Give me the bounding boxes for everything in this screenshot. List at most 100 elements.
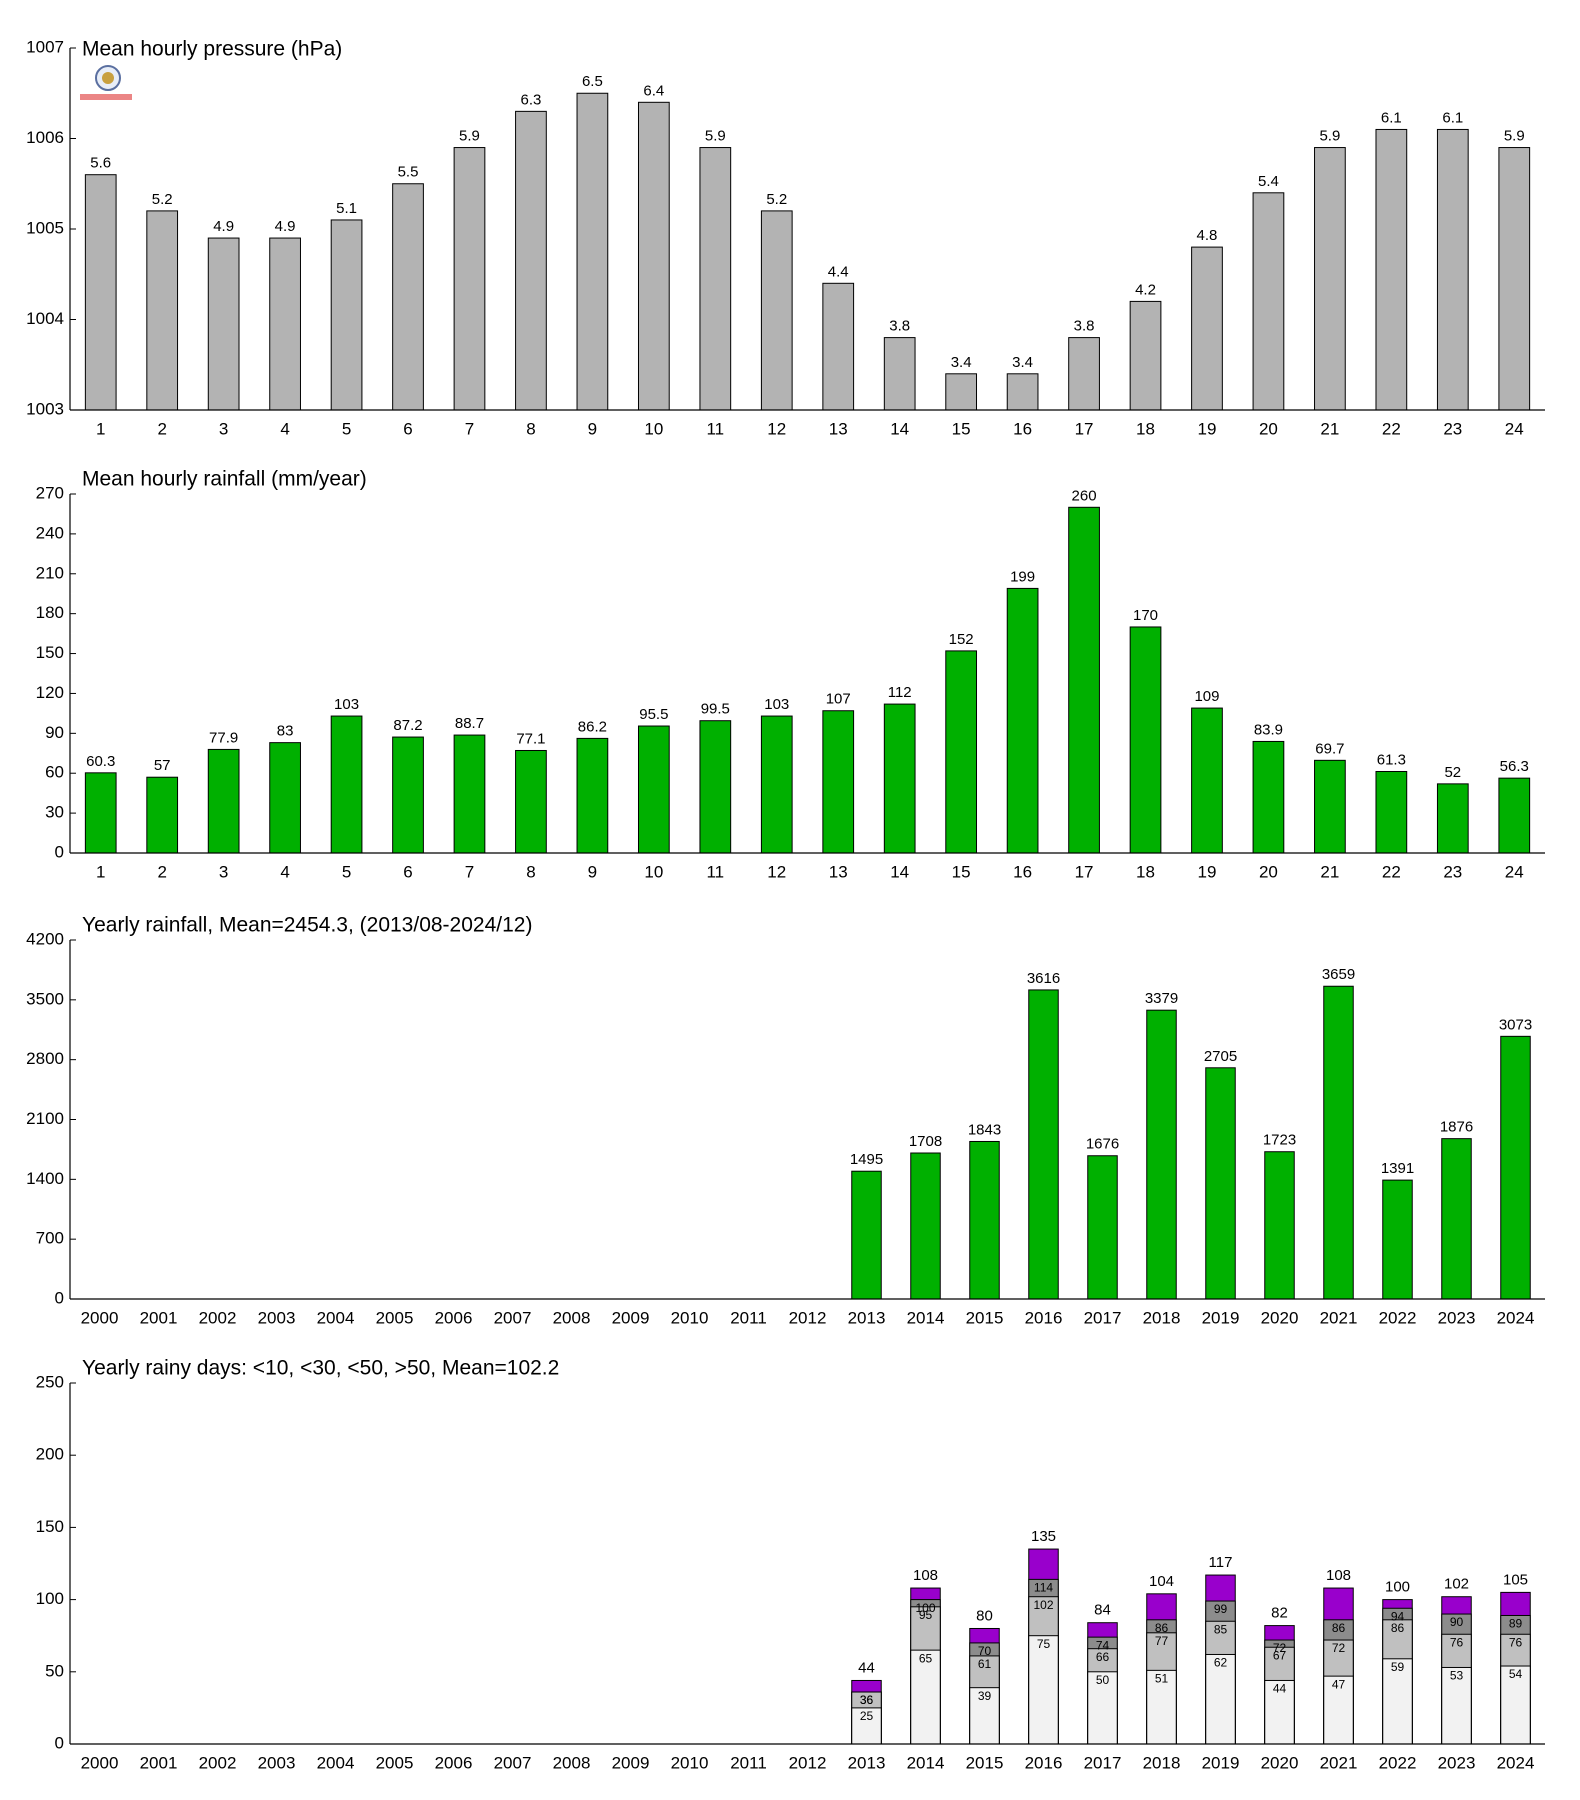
value-label: 83 (277, 723, 294, 740)
value-label: 103 (764, 696, 789, 713)
segment-label: 44 (1273, 1682, 1287, 1696)
x-tick-label: 2022 (1379, 1308, 1417, 1327)
x-tick-label: 11 (706, 862, 724, 881)
x-tick-label: 2000 (81, 1308, 119, 1327)
value-label: 5.4 (1258, 173, 1279, 190)
x-tick-label: 10 (644, 419, 663, 438)
value-label: 260 (1072, 487, 1097, 504)
bar (1252, 740, 1285, 854)
x-tick-label: 2017 (1084, 1308, 1122, 1327)
bar (1191, 707, 1223, 854)
y-tick-label: 0 (55, 1733, 64, 1752)
value-label: 3.4 (951, 354, 972, 371)
x-tick-label: 15 (952, 419, 971, 438)
total-label: 84 (1094, 1602, 1111, 1619)
x-tick-label: 2018 (1143, 1308, 1181, 1327)
total-label: 44 (858, 1659, 875, 1676)
chart-title: Mean hourly pressure (hPa) (82, 38, 342, 61)
bar (453, 147, 486, 411)
x-tick-label: 2002 (199, 1753, 237, 1772)
segment-label: 99 (1214, 1602, 1228, 1616)
segment-label: 74 (1096, 1638, 1110, 1652)
value-label: 109 (1194, 688, 1219, 705)
y-tick-label: 90 (45, 723, 64, 742)
bar (207, 237, 240, 411)
x-tick-label: 1 (96, 419, 105, 438)
y-tick-label: 30 (45, 803, 64, 822)
bar (969, 1140, 1000, 1300)
y-tick-label: 50 (45, 1661, 64, 1680)
x-tick-label: 24 (1505, 419, 1524, 438)
y-tick-label: 0 (55, 842, 64, 861)
x-tick-label: 5 (342, 419, 351, 438)
x-tick-label: 2006 (435, 1308, 473, 1327)
x-tick-label: 18 (1136, 419, 1155, 438)
value-label: 86.2 (578, 718, 607, 735)
x-tick-label: 6 (403, 419, 412, 438)
value-label: 4.4 (828, 263, 849, 280)
segment-label: 59 (1391, 1660, 1405, 1674)
value-label: 77.9 (209, 729, 238, 746)
bar (851, 1170, 882, 1300)
value-label: 52 (1444, 764, 1461, 781)
x-tick-label: 3 (219, 862, 228, 881)
x-tick-label: 24 (1505, 862, 1524, 881)
value-label: 5.9 (1504, 128, 1525, 145)
value-label: 61.3 (1377, 751, 1406, 768)
value-label: 1843 (968, 1121, 1001, 1138)
bar (1068, 337, 1100, 411)
bar (637, 101, 670, 411)
value-label: 88.7 (455, 715, 484, 732)
x-tick-label: 2008 (553, 1753, 591, 1772)
y-tick-label: 60 (45, 763, 64, 782)
x-tick-label: 1 (96, 862, 105, 881)
segment-label: 90 (1450, 1615, 1464, 1629)
x-tick-label: 2 (157, 419, 166, 438)
value-label: 1676 (1086, 1136, 1119, 1153)
y-tick-label: 150 (36, 1517, 64, 1536)
x-tick-label: 2006 (435, 1753, 473, 1772)
x-tick-label: 22 (1382, 862, 1401, 881)
x-tick-label: 22 (1382, 419, 1401, 438)
bar (945, 373, 978, 411)
y-tick-label: 1006 (26, 128, 64, 147)
bar (1028, 989, 1059, 1300)
y-tick-label: 1005 (26, 218, 64, 237)
x-tick-label: 7 (465, 862, 474, 881)
segment-label: 53 (1450, 1669, 1464, 1683)
bar (146, 210, 179, 411)
bar (1441, 1138, 1472, 1300)
x-tick-label: 2004 (317, 1753, 355, 1772)
value-label: 5.2 (152, 191, 173, 208)
bar (1375, 128, 1408, 411)
bar (1146, 1669, 1177, 1745)
y-tick-label: 210 (36, 563, 64, 582)
x-tick-label: 8 (526, 862, 535, 881)
value-label: 5.1 (336, 200, 357, 217)
x-tick-label: 19 (1198, 862, 1217, 881)
x-tick-label: 4 (280, 419, 289, 438)
x-tick-label: 2009 (612, 1308, 650, 1327)
total-label: 100 (1385, 1579, 1410, 1596)
segment-label: 75 (1037, 1637, 1051, 1651)
x-tick-label: 20 (1259, 419, 1278, 438)
value-label: 112 (888, 684, 912, 701)
bar (910, 1649, 941, 1745)
bar (1436, 128, 1469, 411)
y-tick-label: 2800 (26, 1049, 64, 1068)
bar (1129, 300, 1162, 411)
bar (1498, 777, 1531, 854)
bar (1500, 1665, 1531, 1745)
x-tick-label: 2 (157, 862, 166, 881)
bar (576, 92, 609, 411)
bar (1264, 1679, 1295, 1745)
x-tick-label: 2020 (1261, 1308, 1299, 1327)
bar (910, 1152, 941, 1300)
x-tick-label: 8 (526, 419, 535, 438)
x-tick-label: 2010 (671, 1753, 709, 1772)
segment-label: 66 (1096, 1650, 1110, 1664)
x-tick-label: 15 (952, 862, 971, 881)
total-label: 108 (1326, 1567, 1351, 1584)
x-tick-label: 16 (1013, 419, 1032, 438)
x-tick-label: 2002 (199, 1308, 237, 1327)
